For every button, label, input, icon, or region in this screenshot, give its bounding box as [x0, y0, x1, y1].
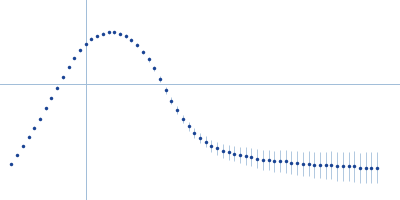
- Point: [25, 135, 32, 138]
- Point: [288, 161, 295, 164]
- Point: [82, 42, 89, 45]
- Point: [8, 162, 15, 165]
- Point: [162, 89, 169, 92]
- Point: [111, 31, 118, 34]
- Point: [357, 166, 363, 169]
- Point: [277, 160, 283, 163]
- Point: [328, 164, 335, 167]
- Point: [134, 44, 140, 47]
- Point: [105, 31, 112, 34]
- Point: [77, 49, 83, 52]
- Point: [94, 35, 100, 38]
- Point: [317, 164, 323, 167]
- Point: [60, 76, 66, 79]
- Point: [345, 165, 352, 168]
- Point: [71, 56, 78, 60]
- Point: [334, 165, 340, 168]
- Point: [37, 117, 43, 120]
- Point: [248, 156, 255, 159]
- Point: [140, 50, 146, 53]
- Point: [254, 157, 260, 160]
- Point: [271, 160, 278, 163]
- Point: [100, 32, 106, 35]
- Point: [168, 99, 175, 102]
- Point: [117, 32, 123, 35]
- Point: [65, 65, 72, 69]
- Point: [294, 161, 300, 164]
- Point: [368, 166, 375, 169]
- Point: [242, 155, 249, 158]
- Point: [14, 153, 20, 156]
- Point: [260, 158, 266, 162]
- Point: [128, 38, 135, 42]
- Point: [282, 160, 289, 163]
- Point: [48, 96, 55, 100]
- Point: [42, 107, 49, 110]
- Point: [237, 153, 243, 156]
- Point: [202, 140, 209, 144]
- Point: [265, 158, 272, 162]
- Point: [311, 164, 318, 167]
- Point: [220, 149, 226, 153]
- Point: [374, 166, 380, 169]
- Point: [174, 108, 180, 111]
- Point: [151, 67, 158, 70]
- Point: [340, 165, 346, 168]
- Point: [208, 144, 215, 147]
- Point: [362, 166, 369, 169]
- Point: [122, 35, 129, 38]
- Point: [185, 125, 192, 128]
- Point: [322, 164, 329, 167]
- Point: [31, 126, 38, 129]
- Point: [225, 151, 232, 154]
- Point: [191, 131, 198, 135]
- Point: [197, 136, 203, 140]
- Point: [300, 162, 306, 165]
- Point: [20, 144, 26, 147]
- Point: [180, 117, 186, 120]
- Point: [231, 152, 238, 155]
- Point: [54, 86, 60, 89]
- Point: [88, 37, 95, 40]
- Point: [157, 77, 163, 80]
- Point: [145, 58, 152, 61]
- Point: [305, 162, 312, 165]
- Point: [351, 165, 358, 168]
- Point: [214, 147, 220, 150]
